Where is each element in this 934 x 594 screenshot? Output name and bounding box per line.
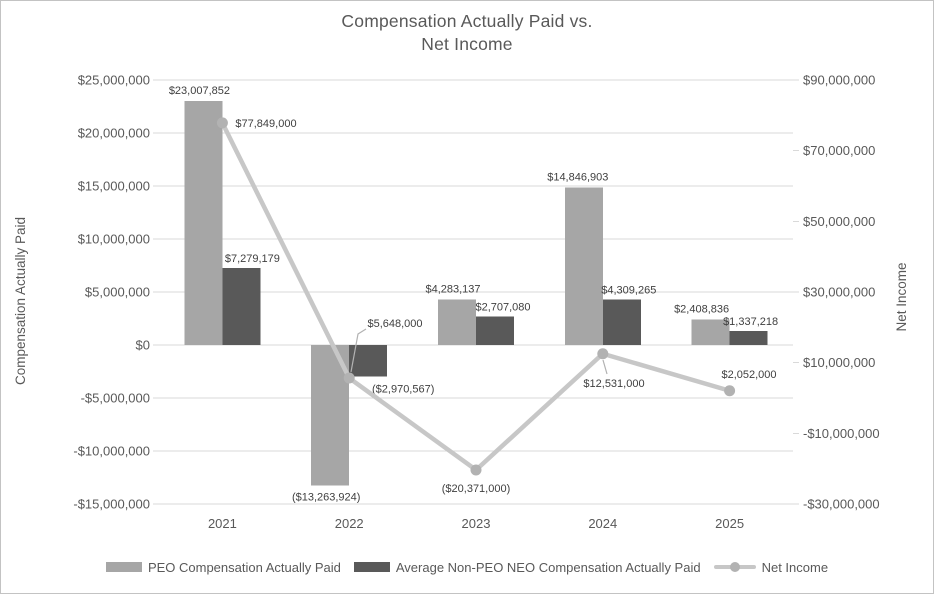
- bar-nonpeo-2024: [602, 299, 641, 345]
- left-axis-tick-label: -$5,000,000: [81, 391, 150, 406]
- right-axis-tick-label: $30,000,000: [803, 285, 875, 300]
- chart-legend: PEO Compensation Actually Paid Average N…: [1, 552, 933, 582]
- nonpeo-data-label: ($2,970,567): [372, 383, 434, 395]
- bar-peo-2024: [564, 187, 603, 345]
- x-axis-label-2023: 2023: [462, 516, 491, 531]
- legend-label-peo: PEO Compensation Actually Paid: [147, 559, 341, 575]
- net-income-data-label: $77,849,000: [235, 118, 296, 130]
- net-income-line: [220, 120, 732, 473]
- nonpeo-data-label: $7,279,179: [225, 253, 280, 265]
- nonpeo-data-label: $1,337,218: [723, 316, 778, 328]
- net-income-data-label: $12,531,000: [583, 378, 644, 390]
- left-axis-tick-label: -$15,000,000: [73, 497, 150, 512]
- left-axis-tick-label: $5,000,000: [85, 285, 150, 300]
- peo-data-label: $23,007,852: [169, 85, 230, 97]
- right-axis-tick-label: $70,000,000: [803, 143, 875, 158]
- net-income-marker-2021: [216, 117, 228, 129]
- net-income-marker-2023: [470, 464, 482, 476]
- right-axis-tick-label: $90,000,000: [803, 73, 875, 88]
- nonpeo-data-label: $4,309,265: [601, 284, 656, 296]
- chart-title-line1: Compensation Actually Paid vs.: [341, 11, 593, 31]
- legend-item-net-income: Net Income: [713, 559, 829, 575]
- peo-data-label: $14,846,903: [547, 172, 608, 184]
- x-axis-label-2021: 2021: [208, 516, 237, 531]
- bar-nonpeo-2023: [476, 316, 514, 345]
- left-axis-title: Compensation Actually Paid: [13, 217, 28, 385]
- left-axis-tick-label: $0: [136, 338, 150, 353]
- x-axis-label-2025: 2025: [715, 516, 744, 531]
- right-axis-tick-label: -$10,000,000: [803, 426, 880, 441]
- peo-data-label: $4,283,137: [425, 284, 480, 296]
- bar-nonpeo-2021: [222, 267, 261, 345]
- left-axis-tick-label: $25,000,000: [78, 73, 150, 88]
- x-axis-label-2022: 2022: [335, 516, 364, 531]
- right-axis-tick-label: $10,000,000: [803, 355, 875, 370]
- bar-peo-2021: [184, 101, 223, 346]
- left-axis-tick-label: -$10,000,000: [73, 444, 150, 459]
- net-income-line-swatch-icon: [713, 561, 756, 573]
- legend-label-net-income: Net Income: [761, 559, 829, 575]
- x-axis-label-2024: 2024: [588, 516, 617, 531]
- legend-item-nonpeo: Average Non-PEO NEO Compensation Actuall…: [353, 559, 701, 575]
- right-axis-tick-label: $50,000,000: [803, 214, 875, 229]
- net-income-label-leader: [350, 328, 367, 373]
- net-income-data-label: ($20,371,000): [442, 483, 511, 495]
- left-axis-tick-label: $20,000,000: [78, 126, 150, 141]
- peo-bar-swatch-icon: [105, 562, 142, 572]
- net-income-data-label: $2,052,000: [721, 369, 776, 381]
- peo-data-label: ($13,263,924): [292, 492, 361, 504]
- nonpeo-data-label: $2,707,080: [475, 301, 530, 313]
- nonpeo-bar-swatch-icon: [353, 562, 390, 572]
- bar-peo-2025: [691, 319, 730, 345]
- right-axis-tick-label: -$30,000,000: [803, 497, 880, 512]
- bar-nonpeo-2025: [729, 330, 768, 345]
- right-axis-title: Net Income: [894, 262, 909, 331]
- legend-item-peo: PEO Compensation Actually Paid: [105, 559, 341, 575]
- net-income-marker-2022: [343, 372, 355, 384]
- peo-data-label: $2,408,836: [674, 303, 729, 315]
- left-axis-tick-label: $10,000,000: [78, 232, 150, 247]
- net-income-label-leader: [602, 359, 608, 375]
- bar-peo-2023: [438, 299, 476, 345]
- legend-label-nonpeo: Average Non-PEO NEO Compensation Actuall…: [395, 559, 701, 575]
- left-axis-tick-label: $15,000,000: [78, 179, 150, 194]
- net-income-marker-2025: [724, 385, 736, 397]
- net-income-data-label: $5,648,000: [367, 318, 422, 330]
- net-income-marker-2024: [597, 348, 609, 360]
- chart-title: Compensation Actually Paid vs. Net Incom…: [1, 10, 933, 56]
- chart-title-line2: Net Income: [421, 34, 513, 55]
